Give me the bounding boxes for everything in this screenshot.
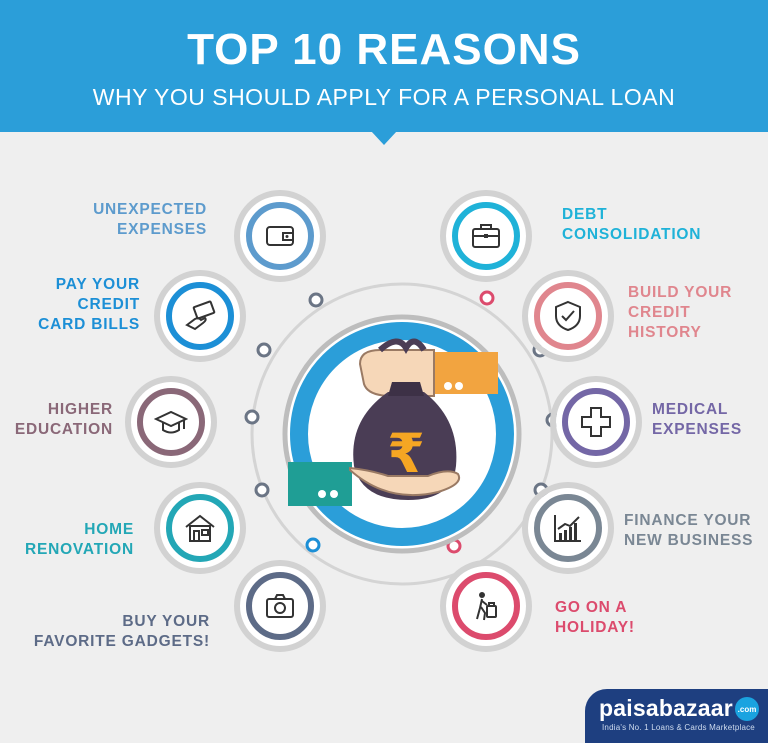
traveller-icon <box>476 592 497 621</box>
medical-cross-icon <box>581 407 611 437</box>
reason-circle-medical-expenses <box>550 376 642 468</box>
reason-label-higher-education: HIGHER EDUCATION <box>14 401 113 438</box>
reason-circle-home-renovation <box>154 482 246 574</box>
reason-label-build-credit-history: BUILD YOUR CREDIT HISTORY <box>628 284 733 341</box>
reason-circle-pay-credit-card-bills <box>154 270 246 362</box>
header-pointer <box>371 131 397 145</box>
reason-circle-build-credit-history <box>522 270 614 362</box>
reason-label-debt-consolidation: DEBT CONSOLIDATION <box>562 206 702 243</box>
shield-check-icon <box>555 300 581 332</box>
brand-badge: .com <box>735 697 759 721</box>
camera-icon <box>266 594 294 618</box>
reason-label-pay-credit-card-bills: PAY YOUR CREDIT CARD BILLS <box>38 276 140 333</box>
reason-label-home-renovation: HOME RENOVATION <box>24 521 134 558</box>
reason-label-unexpected-expenses: UNEXPECTED EXPENSES <box>93 201 207 238</box>
reason-circle-buy-gadgets <box>234 560 326 652</box>
reason-circle-finance-business <box>522 482 614 574</box>
reason-label-buy-gadgets: BUY YOUR FAVORITE GADGETS! <box>33 613 210 650</box>
reason-circle-unexpected-expenses <box>234 190 326 282</box>
reason-label-finance-business: FINANCE YOUR NEW BUSINESS <box>624 512 754 549</box>
rupee-symbol: ₹ <box>387 422 425 485</box>
reason-label-medical-expenses: MEDICAL EXPENSES <box>652 401 742 438</box>
reason-label-go-on-holiday: GO ON A HOLIDAY! <box>555 599 635 636</box>
reason-circle-go-on-holiday <box>440 560 532 652</box>
page-title: TOP 10 REASONS <box>187 25 581 74</box>
brand-name: paisabazaar <box>599 695 733 721</box>
hand-card-icon <box>185 300 216 331</box>
graduation-cap-icon <box>154 410 188 434</box>
reason-circle-higher-education <box>125 376 217 468</box>
reason-circle-debt-consolidation <box>440 190 532 282</box>
wallet-icon <box>266 226 294 246</box>
header-banner <box>0 0 768 132</box>
brand-tagline: India's No. 1 Loans & Cards Marketplace <box>602 723 755 732</box>
money-bag-handover-icon: ₹ <box>288 338 498 506</box>
house-icon <box>185 514 215 542</box>
paisabazaar-logo[interactable]: paisabazaar .com India's No. 1 Loans & C… <box>585 689 768 743</box>
growth-chart-icon <box>554 515 581 542</box>
page-subtitle: WHY YOU SHOULD APPLY FOR A PERSONAL LOAN <box>92 84 676 110</box>
briefcase-icon <box>472 224 500 248</box>
